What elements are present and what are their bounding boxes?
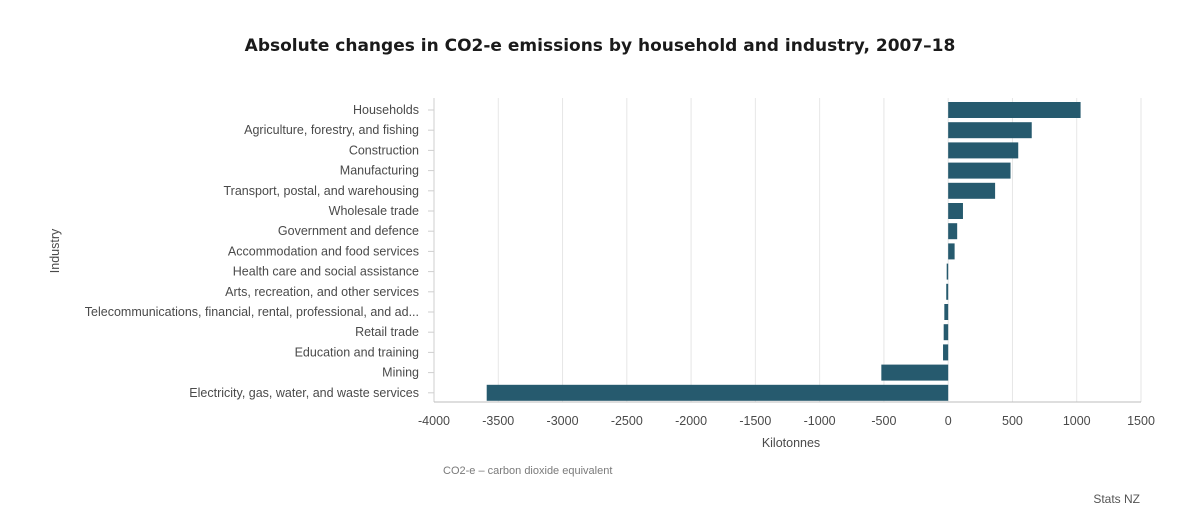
category-label: Telecommunications, financial, rental, p… bbox=[85, 305, 419, 319]
bar[interactable] bbox=[948, 142, 1019, 159]
y-axis-title: Industry bbox=[48, 228, 62, 273]
x-tick-label: -2000 bbox=[675, 414, 707, 428]
bar[interactable] bbox=[948, 102, 1081, 118]
category-labels: Households Agriculture, forestry, and fis… bbox=[85, 103, 434, 400]
x-tick-label: -3000 bbox=[547, 414, 579, 428]
category-label: Mining bbox=[382, 366, 419, 380]
x-tick-label: 0 bbox=[945, 414, 952, 428]
category-label: Education and training bbox=[295, 345, 419, 359]
bar[interactable] bbox=[948, 122, 1032, 139]
bar[interactable] bbox=[948, 223, 958, 240]
category-label: Health care and social assistance bbox=[233, 265, 419, 279]
category-label: Arts, recreation, and other services bbox=[225, 285, 419, 299]
bar[interactable] bbox=[948, 243, 955, 260]
x-tick-label: -2500 bbox=[611, 414, 643, 428]
category-label: Electricity, gas, water, and waste servi… bbox=[189, 386, 419, 400]
bar[interactable] bbox=[881, 364, 949, 381]
x-tick-label: -1000 bbox=[804, 414, 836, 428]
x-tick-label: 1500 bbox=[1127, 414, 1155, 428]
category-label: Agriculture, forestry, and fishing bbox=[244, 123, 419, 137]
x-tick-label: -4000 bbox=[418, 414, 450, 428]
gridlines bbox=[497, 98, 1142, 402]
x-tick-label: -500 bbox=[871, 414, 896, 428]
category-label: Households bbox=[353, 103, 419, 117]
bars bbox=[486, 102, 1081, 401]
bar[interactable] bbox=[948, 162, 1011, 179]
category-label: Retail trade bbox=[355, 325, 419, 339]
x-tick-label: 500 bbox=[1002, 414, 1023, 428]
x-tick-label: -1500 bbox=[739, 414, 771, 428]
bar[interactable] bbox=[948, 203, 963, 219]
x-tick-labels: -4000 -3500 -3000 -2500 -2000 -1500 -1000 -500 0… bbox=[418, 414, 1155, 428]
category-label: Wholesale trade bbox=[329, 204, 419, 218]
bar[interactable] bbox=[486, 384, 949, 401]
bar[interactable] bbox=[946, 263, 949, 280]
x-tick-label: 1000 bbox=[1063, 414, 1091, 428]
footnote: CO2-e – carbon dioxide equivalent bbox=[443, 465, 613, 477]
source-credit: Stats NZ bbox=[1093, 492, 1140, 506]
category-label: Government and defence bbox=[278, 224, 419, 238]
category-label: Manufacturing bbox=[340, 164, 419, 178]
bar[interactable] bbox=[943, 344, 949, 361]
x-tick-label: -3500 bbox=[482, 414, 514, 428]
category-label: Accommodation and food services bbox=[228, 244, 419, 258]
category-label: Transport, postal, and warehousing bbox=[224, 184, 420, 198]
chart-title: Absolute changes in CO2-e emissions by h… bbox=[244, 36, 956, 56]
bar[interactable] bbox=[948, 182, 996, 199]
x-axis-title: Kilotonnes bbox=[762, 436, 820, 450]
bar[interactable] bbox=[946, 283, 949, 300]
bar[interactable] bbox=[944, 304, 949, 320]
category-label: Construction bbox=[349, 143, 419, 157]
bar[interactable] bbox=[943, 324, 949, 341]
